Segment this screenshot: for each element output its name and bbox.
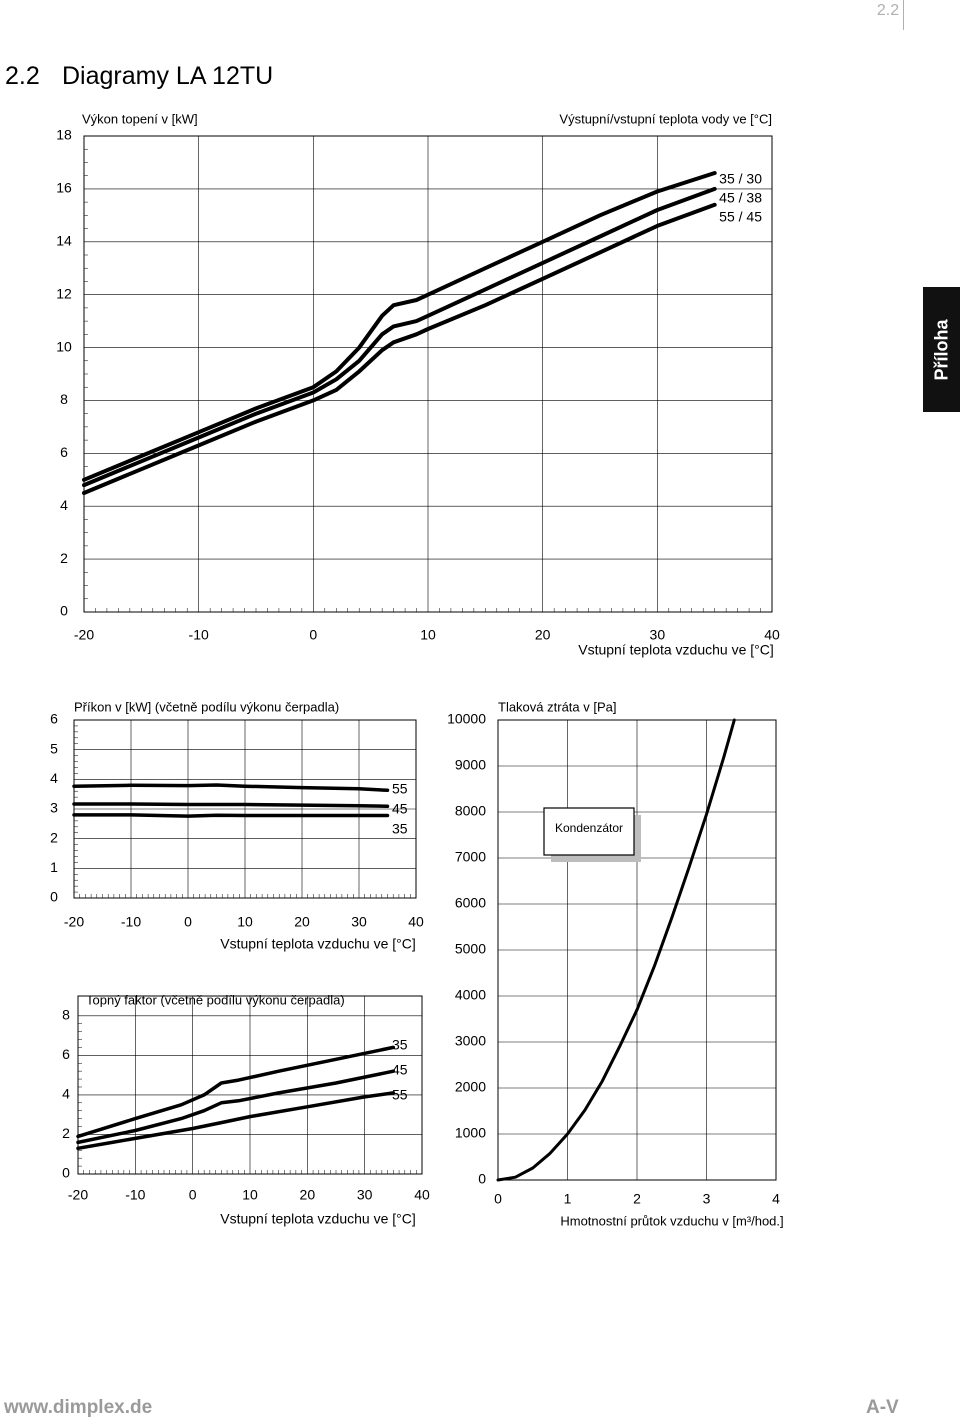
heating-y-tick-label: 18 <box>56 127 72 143</box>
heating-legend-title: Výstupní/vstupní teplota vody ve [°C] <box>559 111 772 126</box>
cop-y-tick-label: 0 <box>62 1165 70 1181</box>
power-title: Příkon v [kW] (včetně podílu výkonu čerp… <box>74 699 339 714</box>
pressure-x-tick-label: 2 <box>633 1191 641 1207</box>
cop-series-line <box>78 1047 393 1136</box>
heating-y-tick-label: 2 <box>60 550 68 566</box>
heating-y-tick-label: 10 <box>56 338 72 354</box>
footer-url[interactable]: www.dimplex.de <box>4 1397 152 1419</box>
power-legend-leader <box>388 816 389 830</box>
cop-x-axis-label: Vstupní teplota vzduchu ve [°C] <box>220 1211 416 1227</box>
cop-title: Topný faktor (včetně podílu výkonu čerpa… <box>86 992 345 1007</box>
cop-y-tick-label: 8 <box>62 1006 70 1022</box>
pressure-y-tick-label: 6000 <box>455 895 486 911</box>
pressure-y-tick-label: 1000 <box>455 1125 486 1141</box>
power-series-line <box>74 785 388 790</box>
cop-x-tick-label: -20 <box>68 1187 88 1203</box>
pressure-y-tick-label: 9000 <box>455 757 486 773</box>
cop-y-tick-label: 4 <box>62 1086 70 1102</box>
power-x-tick-label: 20 <box>294 914 310 930</box>
pressure-annotation-label: Kondenzátor <box>555 821 623 835</box>
power-legend-entry: 35 <box>392 821 408 837</box>
heating-y-tick-label: 12 <box>56 285 72 301</box>
cop-x-tick-label: 10 <box>242 1187 258 1203</box>
power-series-line <box>74 815 388 816</box>
heating-x-tick-label: 20 <box>535 627 551 643</box>
pressure-y-tick-label: 7000 <box>455 849 486 865</box>
cop-legend-entry: 55 <box>392 1087 408 1103</box>
cop-chart <box>78 996 422 1174</box>
cop-x-tick-label: 0 <box>189 1187 197 1203</box>
power-x-tick-label: -10 <box>121 914 141 930</box>
cop-y-tick-label: 6 <box>62 1046 70 1062</box>
pressure-x-tick-label: 1 <box>564 1191 572 1207</box>
heating-y-tick-label: 6 <box>60 444 68 460</box>
pressure-x-axis-label: Hmotnostní průtok vzduchu v [m³/hod.] <box>560 1213 783 1228</box>
cop-x-tick-label: 20 <box>300 1187 316 1203</box>
pressure-y-tick-label: 4000 <box>455 987 486 1003</box>
power-x-tick-label: 30 <box>351 914 367 930</box>
power-y-tick-label: 1 <box>50 859 58 875</box>
cop-legend-entry: 45 <box>392 1062 408 1078</box>
power-legend-entry: 55 <box>392 781 408 797</box>
heating-series-line <box>84 205 715 493</box>
heating-y-tick-label: 4 <box>60 497 68 513</box>
pressure-y-tick-label: 0 <box>478 1171 486 1187</box>
power-y-tick-label: 4 <box>50 770 58 786</box>
heating-legend-entry: 55 / 45 <box>719 209 762 225</box>
cop-legend-entry: 35 <box>392 1037 408 1053</box>
heating-x-tick-label: -10 <box>189 627 209 643</box>
pressure-y-tick-label: 5000 <box>455 941 486 957</box>
power-x-tick-label: -20 <box>64 914 84 930</box>
pressure-title: Tlaková ztráta v [Pa] <box>498 699 617 714</box>
heating-y-tick-label: 8 <box>60 391 68 407</box>
cop-x-tick-label: 40 <box>414 1187 430 1203</box>
heating-chart <box>84 136 772 612</box>
pressure-y-tick-label: 3000 <box>455 1033 486 1049</box>
footer-code: A-V <box>866 1397 899 1419</box>
cop-x-tick-label: 30 <box>357 1187 373 1203</box>
heating-title: Výkon topení v [kW] <box>82 111 198 126</box>
power-y-tick-label: 5 <box>50 740 58 756</box>
cop-x-tick-label: -10 <box>125 1187 145 1203</box>
cop-y-tick-label: 2 <box>62 1125 70 1141</box>
power-x-tick-label: 0 <box>184 914 192 930</box>
heating-x-tick-label: 0 <box>309 627 317 643</box>
power-x-axis-label: Vstupní teplota vzduchu ve [°C] <box>220 936 416 952</box>
power-y-tick-label: 3 <box>50 800 58 816</box>
pressure-chart <box>498 720 776 1180</box>
pressure-x-tick-label: 3 <box>703 1191 711 1207</box>
power-y-tick-label: 2 <box>50 829 58 845</box>
pressure-y-tick-label: 10000 <box>447 711 486 727</box>
heating-legend-entry: 35 / 30 <box>719 171 762 187</box>
power-x-tick-label: 10 <box>237 914 253 930</box>
heating-y-tick-label: 0 <box>60 603 68 619</box>
pressure-x-tick-label: 4 <box>772 1191 780 1207</box>
power-legend-entry: 45 <box>392 801 408 817</box>
heating-y-tick-label: 14 <box>56 232 72 248</box>
power-y-tick-label: 6 <box>50 711 58 727</box>
heating-x-tick-label: 10 <box>420 627 436 643</box>
pressure-x-tick-label: 0 <box>494 1191 502 1207</box>
heating-x-tick-label: 40 <box>764 627 780 643</box>
power-x-tick-label: 40 <box>408 914 424 930</box>
power-chart <box>74 720 416 898</box>
pressure-y-tick-label: 8000 <box>455 803 486 819</box>
heating-x-tick-label: -20 <box>74 627 94 643</box>
heating-x-axis-label: Vstupní teplota vzduchu ve [°C] <box>578 642 774 658</box>
heating-legend-entry: 45 / 38 <box>719 190 762 206</box>
pressure-y-tick-label: 2000 <box>455 1079 486 1095</box>
heating-x-tick-label: 30 <box>650 627 666 643</box>
power-series-line <box>74 804 388 806</box>
power-y-tick-label: 0 <box>50 889 58 905</box>
heating-y-tick-label: 16 <box>56 180 72 196</box>
